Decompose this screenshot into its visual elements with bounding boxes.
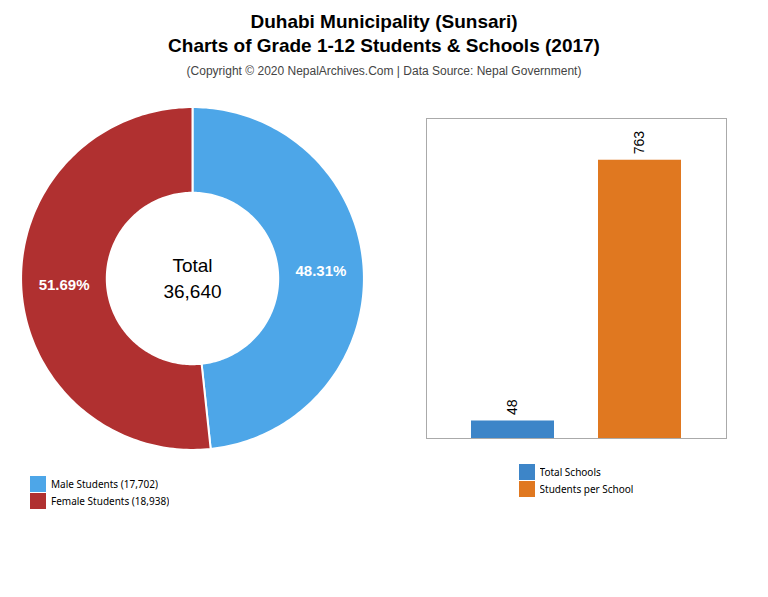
html-text:Male Students (17,702): Male Students (17,702)	[51, 477, 158, 491]
svg-text:763: 763	[631, 131, 647, 155]
html-text:Total Schools: Total Schools	[539, 465, 601, 479]
svg-text:Total: Total	[172, 255, 212, 276]
svg-text:48: 48	[504, 399, 520, 415]
svg-text:51.69%: 51.69%	[39, 276, 90, 293]
html-text:(Copyright © 2020 NepalArchive: (Copyright © 2020 NepalArchives.Com | Da…	[186, 64, 582, 78]
html-text:Duhabi Municipality (Sunsari): Duhabi Municipality (Sunsari)	[250, 11, 518, 32]
svg-text:48.31%: 48.31%	[295, 262, 346, 279]
html-text:Charts of Grade 1-12 Students: Charts of Grade 1-12 Students & Schools …	[168, 35, 600, 56]
html-text:Students per School: Students per School	[539, 482, 634, 496]
svg-text:36,640: 36,640	[163, 281, 221, 302]
html-text:Female Students (18,938): Female Students (18,938)	[51, 494, 170, 508]
